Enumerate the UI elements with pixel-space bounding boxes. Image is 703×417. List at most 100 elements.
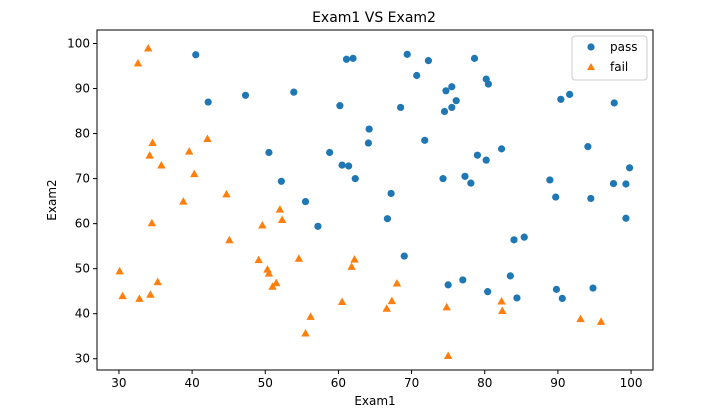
point-fail — [203, 134, 212, 142]
point-fail — [184, 147, 194, 155]
point-fail — [148, 138, 157, 147]
point-fail — [146, 290, 155, 298]
point-pass — [338, 161, 346, 169]
point-pass — [192, 51, 200, 59]
point-pass — [482, 156, 490, 164]
point-pass — [326, 148, 334, 157]
point-pass — [314, 222, 322, 230]
point-fail — [264, 269, 274, 277]
point-pass — [351, 175, 359, 183]
y-tick-label: 70 — [75, 172, 90, 186]
point-fail — [392, 279, 402, 287]
point-fail — [225, 235, 234, 244]
chart-title: Exam1 VS Exam2 — [312, 10, 436, 26]
point-fail — [576, 314, 585, 323]
point-fail — [135, 294, 144, 302]
point-pass — [587, 194, 595, 203]
point-fail — [497, 297, 506, 305]
point-pass — [609, 179, 618, 188]
legend-label-fail: fail — [610, 60, 628, 74]
point-fail — [222, 189, 231, 198]
x-tick-label: 100 — [620, 376, 643, 390]
point-fail — [347, 262, 356, 270]
point-fail — [157, 161, 166, 169]
x-axis-label: Exam1 — [354, 394, 395, 408]
point-pass — [552, 285, 561, 293]
point-pass — [448, 83, 456, 91]
point-pass — [473, 151, 482, 159]
point-fail — [275, 205, 285, 213]
point-pass — [558, 294, 566, 302]
point-pass — [497, 145, 506, 153]
point-pass — [301, 197, 310, 206]
legend-marker-pass — [587, 43, 595, 51]
point-pass — [461, 172, 469, 180]
point-pass — [342, 55, 351, 63]
point-fail — [498, 306, 507, 315]
point-pass — [484, 80, 492, 88]
point-fail — [350, 255, 359, 263]
y-tick-label: 30 — [75, 352, 90, 366]
point-fail — [133, 58, 143, 67]
point-pass — [383, 215, 392, 223]
x-tick-label: 80 — [477, 376, 492, 390]
point-pass — [448, 103, 456, 112]
point-pass — [470, 54, 479, 62]
x-tick-label: 30 — [111, 376, 126, 390]
point-fail — [118, 291, 127, 300]
x-tick-label: 50 — [258, 376, 273, 390]
point-pass — [400, 252, 408, 260]
point-pass — [413, 71, 421, 80]
point-pass — [364, 139, 373, 147]
point-fail — [277, 215, 287, 224]
point-pass — [610, 99, 618, 107]
point-pass — [290, 88, 298, 96]
point-pass — [622, 214, 630, 222]
point-fail — [153, 277, 162, 286]
point-pass — [444, 281, 452, 289]
point-pass — [387, 189, 395, 198]
y-tick-label: 50 — [75, 262, 90, 276]
point-fail — [258, 220, 267, 229]
point-pass — [345, 162, 353, 170]
point-pass — [403, 50, 411, 58]
y-tick-label: 40 — [75, 307, 90, 321]
point-pass — [439, 175, 447, 183]
point-pass — [277, 177, 285, 185]
x-tick-label: 70 — [404, 376, 419, 390]
point-pass — [625, 164, 634, 172]
point-pass — [589, 284, 597, 292]
point-pass — [442, 87, 450, 95]
point-fail — [272, 278, 281, 287]
point-pass — [520, 233, 528, 241]
point-pass — [622, 180, 630, 188]
point-pass — [241, 91, 250, 99]
legend: pass fail — [571, 35, 648, 81]
point-fail — [254, 255, 263, 264]
point-pass — [397, 103, 405, 112]
point-pass — [452, 97, 460, 105]
point-pass — [365, 125, 373, 133]
point-fail — [190, 169, 199, 178]
point-pass — [265, 148, 273, 157]
point-pass — [566, 90, 574, 98]
y-axis-label: Exam2 — [45, 179, 59, 220]
point-fail — [442, 302, 451, 311]
x-axis-ticks: 30 40 50 60 70 80 90 100 — [111, 370, 643, 390]
y-tick-label: 80 — [75, 127, 90, 141]
point-pass — [336, 102, 344, 110]
legend-label-pass: pass — [610, 40, 637, 54]
point-pass — [513, 294, 521, 302]
point-pass — [204, 98, 212, 106]
point-fail — [387, 296, 397, 305]
point-pass — [546, 176, 554, 184]
point-fail — [144, 43, 153, 52]
point-pass — [584, 143, 592, 151]
point-pass — [552, 193, 560, 201]
point-fail — [179, 197, 188, 205]
y-axis-ticks: 30 40 50 60 70 80 90 100 — [67, 37, 97, 366]
point-fail — [301, 329, 310, 337]
point-pass — [421, 136, 429, 144]
y-tick-label: 60 — [75, 217, 90, 231]
point-fail — [306, 312, 315, 320]
